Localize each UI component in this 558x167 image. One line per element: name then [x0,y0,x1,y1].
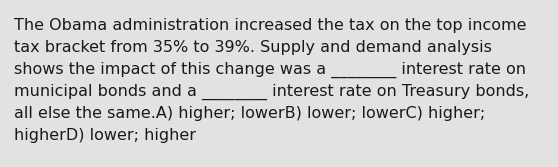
Text: tax bracket from 35% to 39%. Supply and demand analysis: tax bracket from 35% to 39%. Supply and … [14,40,492,55]
Text: all else the same.A) higher; lowerB) lower; lowerC) higher;: all else the same.A) higher; lowerB) low… [14,106,485,121]
Text: shows the impact of this change was a ________ interest rate on: shows the impact of this change was a __… [14,62,526,78]
Text: municipal bonds and a ________ interest rate on Treasury bonds,: municipal bonds and a ________ interest … [14,84,529,100]
Text: higherD) lower; higher: higherD) lower; higher [14,128,196,143]
Text: The Obama administration increased the tax on the top income: The Obama administration increased the t… [14,18,527,33]
